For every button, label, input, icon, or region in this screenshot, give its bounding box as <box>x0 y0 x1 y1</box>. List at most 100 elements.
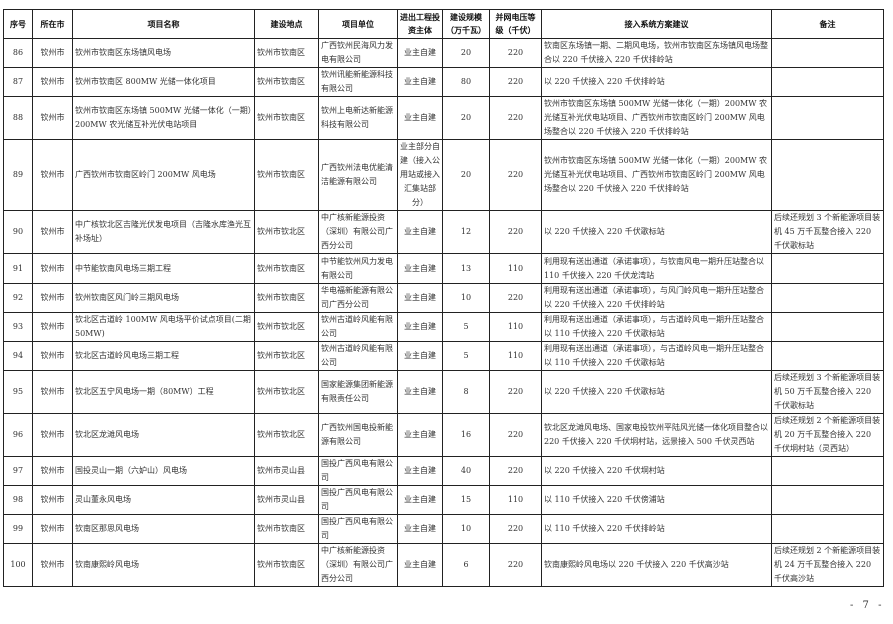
cell-city: 钦州市 <box>32 96 73 140</box>
cell-investor: 业主自建 <box>397 283 443 313</box>
cell-no: 87 <box>3 67 33 97</box>
cell-plan: 利用现有送出通道（承诺事项），与古道岭风电一期升压站整合以 110 千伏接入 2… <box>541 341 772 371</box>
header-project-name: 项目名称 <box>72 9 255 39</box>
cell-site: 钦州市钦南区 <box>254 38 319 68</box>
header-site: 建设地点 <box>254 9 319 39</box>
cell-investor: 业主自建 <box>397 312 443 342</box>
cell-unit: 钦州上电新达新能源科技有限公司 <box>318 96 398 140</box>
cell-no: 99 <box>3 514 33 544</box>
cell-name: 中广核钦北区吉隆光伏发电项目（吉隆水库渔光互补场址） <box>72 210 255 254</box>
header-note: 备注 <box>771 9 884 39</box>
cell-voltage: 110 <box>489 341 542 371</box>
table-row: 86 钦州市 钦州市钦南区东场镇风电场 钦州市钦南区 广西钦州民海风力发电有限公司 业主自… <box>3 38 884 68</box>
cell-voltage: 220 <box>489 543 542 587</box>
cell-voltage: 220 <box>489 283 542 313</box>
cell-investor: 业主自建 <box>397 67 443 97</box>
cell-unit: 国家能源集团新能源有限责任公司 <box>318 370 398 414</box>
table-row: 89 钦州市 广西钦州市钦南区岭门 200MW 风电场 钦州市钦南区 广西钦州法电优能清… <box>3 139 884 211</box>
table-row: 100 钦州市 钦南康熙岭风电场 钦州市钦南区 中广核新能源投资（深圳）有限公司广西分公… <box>3 543 884 587</box>
cell-no: 93 <box>3 312 33 342</box>
cell-plan: 钦南康熙岭风电场以 220 千伏接入 220 千伏高沙站 <box>541 543 772 587</box>
cell-voltage: 220 <box>489 456 542 486</box>
cell-city: 钦州市 <box>32 139 73 211</box>
cell-unit: 中节能钦州风力发电有限公司 <box>318 253 398 284</box>
cell-scale: 16 <box>442 413 490 457</box>
cell-unit: 广西钦州民海风力发电有限公司 <box>318 38 398 68</box>
cell-name: 钦北区龙滩风电场 <box>72 413 255 457</box>
cell-note <box>771 38 884 68</box>
table-row: 99 钦州市 钦南区那思风电场 钦州市钦南区 国投广西风电有限公司 业主自建 10 220 以 … <box>3 514 884 544</box>
cell-city: 钦州市 <box>32 456 73 486</box>
cell-note <box>771 253 884 284</box>
cell-investor: 业主自建 <box>397 38 443 68</box>
table-row: 93 钦州市 钦北区古道岭 100MW 风电场平价试点项目(二期 50MW) 钦州市钦… <box>3 312 884 342</box>
cell-investor: 业主自建 <box>397 514 443 544</box>
cell-note <box>771 514 884 544</box>
cell-site: 钦州市灵山县 <box>254 456 319 486</box>
cell-city: 钦州市 <box>32 543 73 587</box>
cell-note <box>771 283 884 313</box>
cell-investor: 业主自建 <box>397 543 443 587</box>
cell-investor: 业主自建 <box>397 341 443 371</box>
cell-plan: 利用现有送出通道（承诺事项），与古道岭风电一期升压站整合以 110 千伏接入 2… <box>541 312 772 342</box>
cell-investor: 业主自建 <box>397 370 443 414</box>
cell-name: 国投灵山一期（六妒山）风电场 <box>72 456 255 486</box>
cell-site: 钦州市钦南区 <box>254 253 319 284</box>
cell-name: 钦州市钦南区东场镇风电场 <box>72 38 255 68</box>
cell-city: 钦州市 <box>32 413 73 457</box>
cell-plan: 钦州市钦南区东场镇 500MW 光储一体化（一期）200MW 农光储互补光伏电站… <box>541 96 772 140</box>
cell-site: 钦州市钦南区 <box>254 514 319 544</box>
cell-site: 钦州市钦南区 <box>254 543 319 587</box>
cell-note <box>771 312 884 342</box>
cell-name: 钦北区古道岭 100MW 风电场平价试点项目(二期 50MW) <box>72 312 255 342</box>
cell-note <box>771 341 884 371</box>
table-body: 86 钦州市 钦州市钦南区东场镇风电场 钦州市钦南区 广西钦州民海风力发电有限公司 业主自… <box>3 38 884 587</box>
cell-voltage: 220 <box>489 413 542 457</box>
cell-plan: 以 220 千伏接入 220 千伏排岭站 <box>541 67 772 97</box>
cell-note: 后续还规划 2 个新能源项目装机 24 万千瓦整合接入 220 千伏高沙站 <box>771 543 884 587</box>
header-scale: 建设规模（万千瓦） <box>442 9 490 39</box>
cell-voltage: 220 <box>489 139 542 211</box>
cell-voltage: 220 <box>489 514 542 544</box>
cell-scale: 20 <box>442 139 490 211</box>
cell-unit: 钦州古道岭风能有限公司 <box>318 341 398 371</box>
table-row: 98 钦州市 灵山董永风电场 钦州市灵山县 国投广西风电有限公司 业主自建 15 110 以 1… <box>3 485 884 515</box>
cell-no: 88 <box>3 96 33 140</box>
cell-site: 钦州市钦北区 <box>254 210 319 254</box>
cell-voltage: 110 <box>489 485 542 515</box>
cell-name: 钦南区那思风电场 <box>72 514 255 544</box>
cell-scale: 20 <box>442 38 490 68</box>
cell-investor: 业主自建 <box>397 413 443 457</box>
cell-city: 钦州市 <box>32 283 73 313</box>
header-city: 所在市 <box>32 9 73 39</box>
cell-no: 94 <box>3 341 33 371</box>
cell-investor: 业主自建 <box>397 96 443 140</box>
cell-site: 钦州市钦南区 <box>254 283 319 313</box>
cell-voltage: 220 <box>489 210 542 254</box>
cell-city: 钦州市 <box>32 341 73 371</box>
cell-investor: 业主自建 <box>397 210 443 254</box>
cell-plan: 钦北区龙滩风电场、国家电投钦州平陆风光储一体化项目整合以 220 千伏接入 22… <box>541 413 772 457</box>
cell-unit: 华电福新能源有限公司广西分公司 <box>318 283 398 313</box>
cell-scale: 5 <box>442 341 490 371</box>
table-row: 97 钦州市 国投灵山一期（六妒山）风电场 钦州市灵山县 国投广西风电有限公司 业主自建 4… <box>3 456 884 486</box>
cell-site: 钦州市钦北区 <box>254 312 319 342</box>
cell-plan: 以 110 千伏接入 220 千伏排岭站 <box>541 514 772 544</box>
header-plan: 接入系统方案建议 <box>541 9 772 39</box>
cell-unit: 中广核新能源投资（深圳）有限公司广西分公司 <box>318 543 398 587</box>
cell-voltage: 220 <box>489 38 542 68</box>
cell-site: 钦州市钦北区 <box>254 413 319 457</box>
cell-unit: 钦州讯能新能源科技有限公司 <box>318 67 398 97</box>
cell-name: 中节能钦南风电场三期工程 <box>72 253 255 284</box>
cell-scale: 6 <box>442 543 490 587</box>
cell-investor: 业主自建 <box>397 456 443 486</box>
cell-plan: 以 110 千伏接入 220 千伏傍浦站 <box>541 485 772 515</box>
cell-plan: 钦南区东场镇一期、二期风电场，钦州市钦南区东场镇风电场整合以 220 千伏接入 … <box>541 38 772 68</box>
cell-site: 钦州市钦南区 <box>254 67 319 97</box>
cell-investor: 业主自建 <box>397 485 443 515</box>
cell-scale: 12 <box>442 210 490 254</box>
cell-no: 86 <box>3 38 33 68</box>
table-row: 96 钦州市 钦北区龙滩风电场 钦州市钦北区 广西钦州国电投新能源有限公司 业主自建 16 2… <box>3 413 884 457</box>
cell-scale: 20 <box>442 96 490 140</box>
cell-voltage: 110 <box>489 312 542 342</box>
